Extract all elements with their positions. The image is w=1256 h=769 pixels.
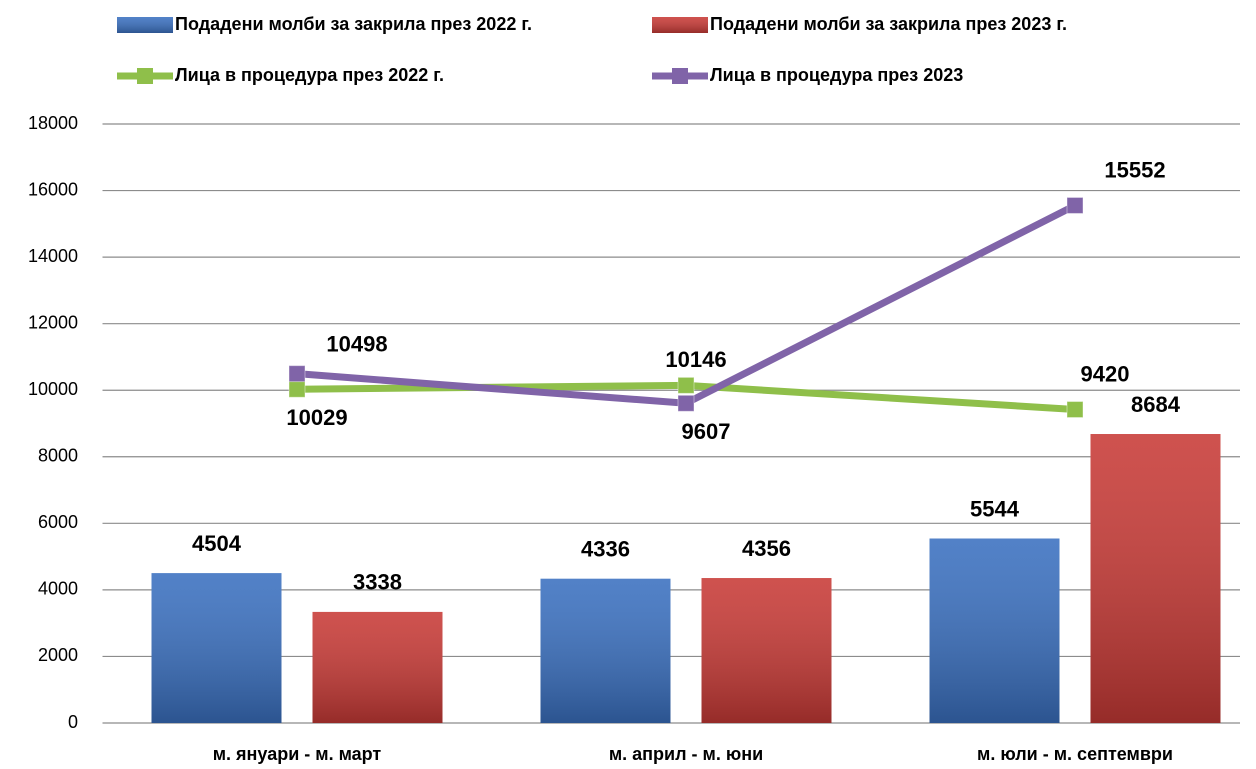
data-label: 9420 [1081, 361, 1130, 386]
marker [288, 365, 306, 383]
data-label: 5544 [970, 496, 1020, 521]
y-tick-label: 0 [68, 712, 78, 732]
y-tick-label: 2000 [38, 645, 78, 665]
y-tick-label: 18000 [28, 113, 78, 133]
bar-shade [701, 578, 832, 723]
bar-shade [151, 573, 282, 723]
legend-label: Подадени молби за закрила през 2023 г. [710, 14, 1067, 34]
legend-shade [652, 17, 708, 33]
data-label: 10146 [665, 347, 726, 372]
legend-shade [117, 17, 173, 33]
y-tick-label: 12000 [28, 312, 78, 332]
x-tick-label: м. юли - м. септември [977, 744, 1173, 764]
bar-shade [540, 578, 671, 723]
data-label: 10029 [286, 405, 347, 430]
bar-shade [1090, 434, 1221, 723]
marker [677, 376, 695, 394]
data-label: 10498 [326, 331, 387, 356]
legend-label: Лица в процедура през 2022 г. [175, 65, 444, 85]
data-label: 15552 [1104, 157, 1165, 182]
y-tick-label: 4000 [38, 579, 78, 599]
y-tick-label: 16000 [28, 179, 78, 199]
bar-shade [312, 611, 443, 723]
data-label: 4356 [742, 536, 791, 561]
y-tick-label: 6000 [38, 512, 78, 532]
x-tick-label: м. януари - м. март [213, 744, 382, 764]
marker [1066, 196, 1084, 214]
bar-shade [929, 538, 1060, 723]
legend-label: Лица в процедура през 2023 [710, 65, 963, 85]
marker [677, 394, 695, 412]
data-label: 4504 [192, 531, 242, 556]
legend-label: Подадени молби за закрила през 2022 г. [175, 14, 532, 34]
data-label: 3338 [353, 570, 402, 595]
data-label: 4336 [581, 537, 630, 562]
legend-marker [672, 68, 688, 84]
line [296, 202, 1077, 407]
y-tick-label: 10000 [28, 379, 78, 399]
marker [1066, 401, 1084, 419]
marker [288, 380, 306, 398]
data-label: 9607 [682, 419, 731, 444]
legend-marker [137, 68, 153, 84]
y-tick-label: 8000 [38, 446, 78, 466]
y-tick-label: 14000 [28, 246, 78, 266]
data-label: 8684 [1131, 392, 1181, 417]
x-tick-label: м. април - м. юни [609, 744, 763, 764]
